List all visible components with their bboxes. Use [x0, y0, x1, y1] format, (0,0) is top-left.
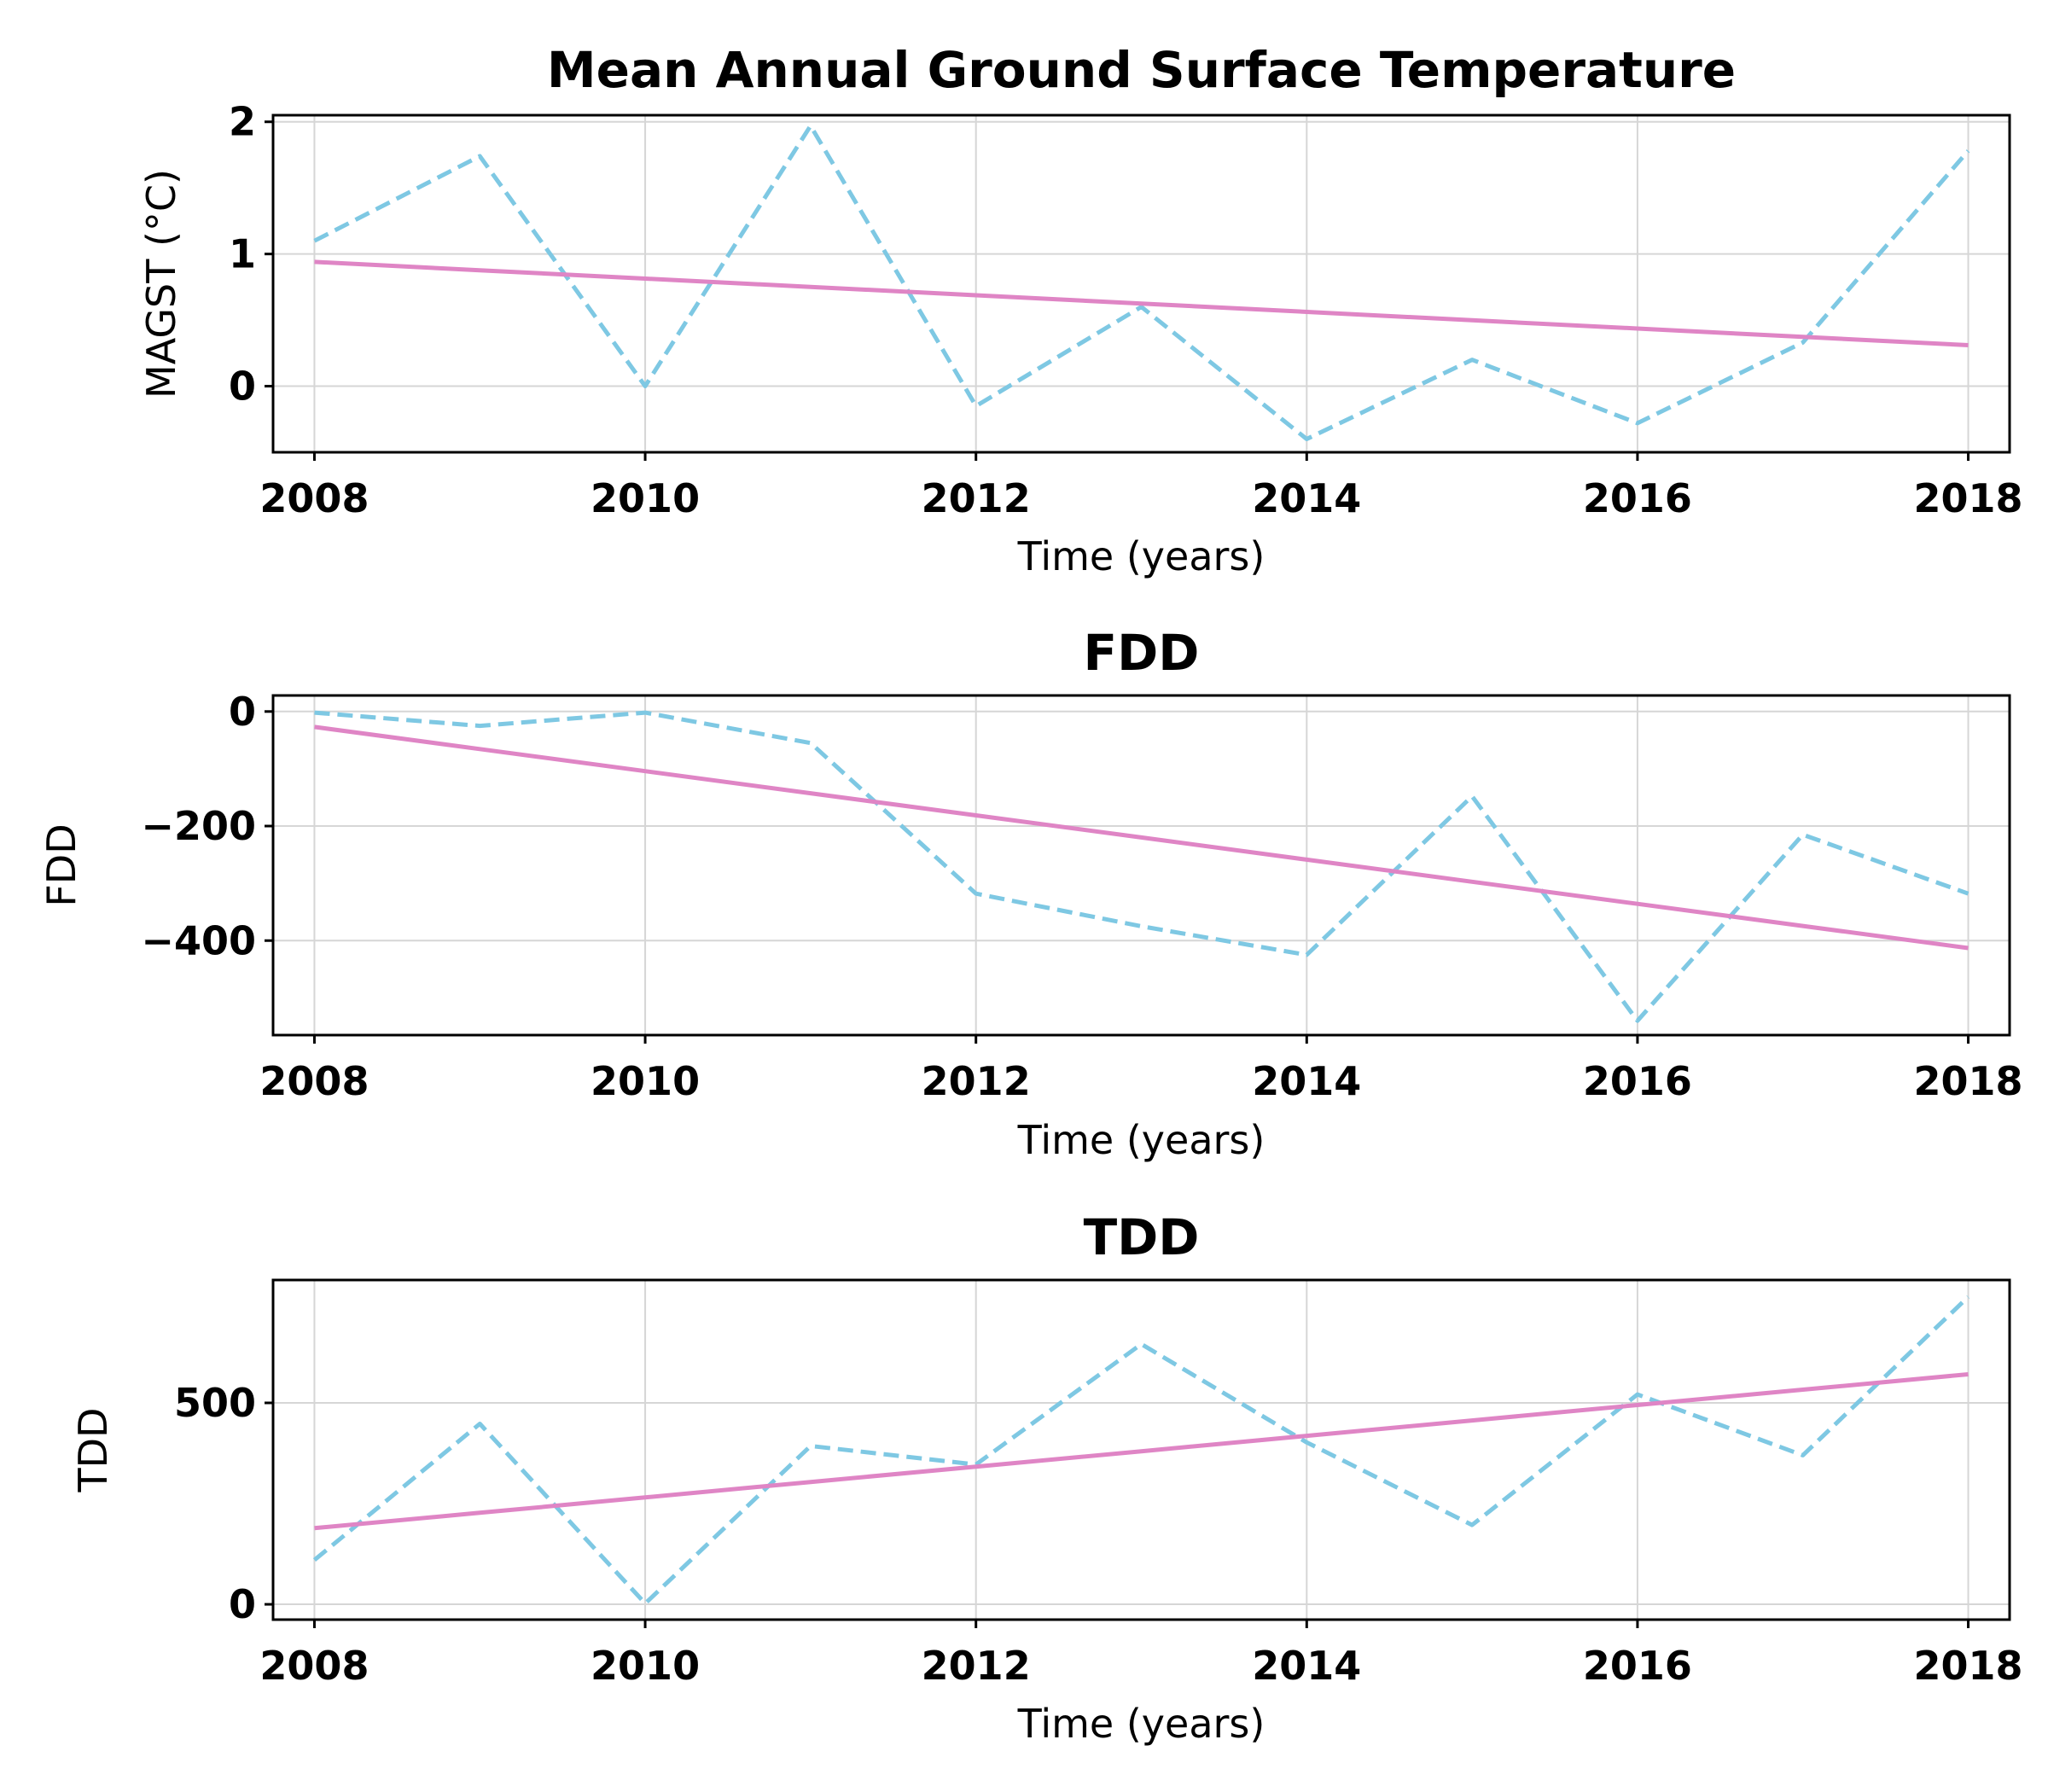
x-tick-label-2012: 2012: [922, 475, 1031, 521]
observed-series-line: [313, 123, 1970, 441]
x-tick-label-2010: 2010: [591, 475, 700, 521]
chart-title: Mean Annual Ground Surface Temperature: [547, 41, 1736, 99]
x-tick-label-2014: 2014: [1252, 1643, 1361, 1689]
x-tick-label-2018: 2018: [1914, 1643, 2023, 1689]
chart-title: FDD: [1084, 624, 1200, 682]
trend-line: [314, 259, 1969, 347]
y-axis-label: TDD: [70, 1408, 116, 1493]
trend-line: [314, 1372, 1969, 1531]
y-axis-label: MAGST (°C): [138, 169, 184, 399]
x-tick-label-2008: 2008: [259, 475, 369, 521]
y-tick-label: 2: [229, 99, 256, 145]
x-axis-label: Time (years): [1017, 1117, 1265, 1163]
x-axis-label: Time (years): [1017, 533, 1265, 579]
axes-frame: [271, 694, 2011, 1037]
x-tick-label-2016: 2016: [1583, 475, 1692, 521]
x-tick-label-2010: 2010: [591, 1058, 700, 1104]
chart-fdd: 2008 2010 2012 2014 2016 2018 0 −200 −400 FDD Time…: [38, 624, 2023, 1163]
x-tick-label-2018: 2018: [1914, 1058, 2023, 1104]
y-tick-label: 1: [229, 231, 256, 277]
x-tick-label-2012: 2012: [922, 1058, 1031, 1104]
y-tick-label: −400: [141, 917, 256, 963]
y-tick-label: 0: [229, 689, 256, 735]
trend-line: [314, 724, 1969, 951]
axes-frame: [271, 113, 2011, 454]
x-tick-label-2016: 2016: [1583, 1058, 1692, 1104]
chart-tdd: 2008 2010 2012 2014 2016 2018 0 500 TDD Time (yea…: [70, 1208, 2023, 1747]
observed-series-line: [312, 1295, 1970, 1606]
y-tick-label: 0: [229, 364, 256, 410]
x-tick-label-2014: 2014: [1252, 475, 1361, 521]
chart-title: TDD: [1084, 1208, 1200, 1266]
x-tick-label-2012: 2012: [922, 1643, 1031, 1689]
chart-magst: 2008 2010 2012 2014 2016 2018 0 1 2 Mean Annual G…: [138, 41, 2023, 579]
observed-series-line: [314, 710, 1969, 1023]
x-tick-label-2014: 2014: [1252, 1058, 1361, 1104]
x-axis-label: Time (years): [1017, 1701, 1265, 1747]
x-tick-label-2010: 2010: [591, 1643, 700, 1689]
y-axis-label: FDD: [38, 823, 84, 906]
axes-frame: [271, 1278, 2011, 1621]
x-tick-label-2008: 2008: [259, 1643, 369, 1689]
y-tick-label: 500: [174, 1380, 256, 1426]
x-tick-label-2016: 2016: [1583, 1643, 1692, 1689]
x-tick-label-2018: 2018: [1914, 475, 2023, 521]
y-tick-label: −200: [141, 803, 256, 849]
y-tick-label: 0: [229, 1581, 256, 1627]
x-tick-label-2008: 2008: [259, 1058, 369, 1104]
